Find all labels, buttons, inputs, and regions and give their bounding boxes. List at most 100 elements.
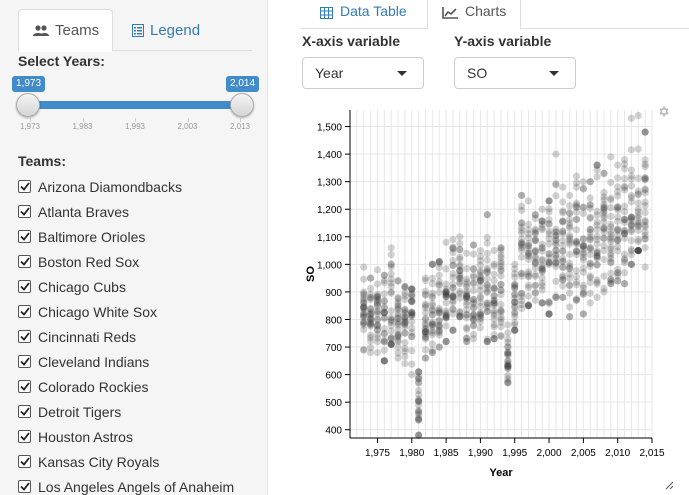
team-checkbox-item[interactable]: Chicago White Sox bbox=[18, 299, 267, 324]
y-tick-label: 700 bbox=[325, 343, 342, 354]
scatter-point bbox=[421, 304, 430, 312]
tab-legend[interactable]: Legend bbox=[118, 9, 214, 51]
scatter-point bbox=[634, 246, 642, 255]
team-checkbox-item[interactable]: Kansas City Royals bbox=[18, 449, 267, 474]
slider-tick-label: 2,003 bbox=[177, 122, 198, 131]
scatter-point bbox=[586, 194, 594, 202]
scatter-point bbox=[524, 268, 533, 276]
scatter-point bbox=[504, 362, 512, 370]
team-checkbox-item[interactable]: Houston Astros bbox=[18, 424, 267, 449]
slider-max-handle[interactable] bbox=[230, 93, 254, 117]
scatter-point bbox=[641, 217, 649, 225]
team-checkbox[interactable] bbox=[18, 355, 31, 368]
team-checkbox-item[interactable]: Cincinnati Reds bbox=[18, 324, 267, 349]
scatter-point bbox=[415, 368, 423, 376]
scatter-point bbox=[566, 250, 574, 258]
scatter-point bbox=[476, 286, 485, 294]
scatter-point bbox=[620, 229, 629, 238]
scatter-point bbox=[456, 271, 464, 279]
x-axis-select[interactable]: Year bbox=[302, 57, 424, 89]
scatter-point bbox=[373, 298, 382, 306]
team-checkbox[interactable] bbox=[18, 205, 31, 218]
team-checkbox[interactable] bbox=[18, 305, 31, 318]
scatter-point bbox=[620, 160, 629, 168]
scatter-point bbox=[401, 323, 409, 331]
tab-data-table[interactable]: Data Table bbox=[306, 0, 421, 29]
team-checkbox[interactable] bbox=[18, 330, 31, 343]
team-checkbox[interactable] bbox=[18, 455, 31, 468]
team-checkbox[interactable] bbox=[18, 280, 31, 293]
year-range-slider[interactable]: 1,973 2,014 1,973 1,983 1,993 2,003 2,013 bbox=[12, 74, 260, 134]
team-checkbox[interactable] bbox=[18, 180, 31, 193]
scatter-point bbox=[394, 343, 402, 351]
scatter-point bbox=[566, 313, 574, 321]
scatter-point bbox=[463, 280, 471, 288]
team-checkbox-item[interactable]: Detroit Tigers bbox=[18, 399, 267, 424]
team-checkbox-item[interactable]: Chicago Cubs bbox=[18, 274, 267, 299]
scatter-point bbox=[620, 250, 629, 258]
gear-icon[interactable] bbox=[657, 105, 670, 123]
scatter-point bbox=[524, 302, 533, 310]
y-tick-label: 800 bbox=[325, 315, 342, 326]
team-checkbox[interactable] bbox=[18, 230, 31, 243]
scatter-point bbox=[531, 227, 539, 235]
scatter-point bbox=[552, 231, 560, 240]
scatter-point bbox=[504, 375, 512, 383]
scatter-point bbox=[614, 188, 622, 196]
scatter-point bbox=[634, 238, 642, 246]
team-checkbox-item[interactable]: Colorado Rockies bbox=[18, 374, 267, 399]
resize-handle-icon[interactable] bbox=[665, 477, 674, 495]
scatter-point bbox=[559, 282, 567, 290]
scatter-point bbox=[497, 332, 505, 340]
team-checkbox-item[interactable]: Baltimore Orioles bbox=[18, 224, 267, 249]
scatter-point bbox=[586, 289, 594, 297]
team-checkbox-item[interactable]: Boston Red Sox bbox=[18, 249, 267, 274]
y-axis-select[interactable]: SO bbox=[454, 57, 576, 89]
team-checkbox-item[interactable]: Atlanta Braves bbox=[18, 199, 267, 224]
scatter-point bbox=[566, 281, 574, 289]
scatter-point bbox=[421, 300, 430, 308]
scatter-point bbox=[538, 299, 546, 307]
slider-track[interactable] bbox=[28, 101, 242, 109]
scatter-point bbox=[490, 335, 498, 343]
team-checkbox[interactable] bbox=[18, 480, 31, 493]
scatter-point bbox=[504, 357, 512, 365]
scatter-point bbox=[449, 249, 457, 257]
scatter-point bbox=[620, 234, 629, 242]
scatter-point bbox=[531, 254, 539, 262]
scatter-point bbox=[401, 329, 409, 337]
scatter-point bbox=[483, 299, 491, 307]
slider-min-handle[interactable] bbox=[16, 93, 40, 117]
scatter-point bbox=[524, 249, 533, 257]
team-checkbox[interactable] bbox=[18, 430, 31, 443]
scatter-point bbox=[366, 305, 375, 313]
team-checkbox[interactable] bbox=[18, 405, 31, 418]
tab-teams[interactable]: Teams bbox=[18, 9, 113, 52]
scatter-point bbox=[387, 340, 395, 348]
team-checkbox-item[interactable]: Los Angeles Angels of Anaheim bbox=[18, 474, 267, 495]
scatter-point bbox=[449, 305, 457, 313]
team-checkbox[interactable] bbox=[18, 380, 31, 393]
team-checkbox[interactable] bbox=[18, 255, 31, 268]
scatter-point bbox=[579, 264, 587, 272]
scatter-point bbox=[531, 248, 539, 256]
scatter-point bbox=[586, 204, 594, 212]
y-tick-label: 600 bbox=[325, 371, 342, 382]
scatter-point bbox=[394, 277, 402, 285]
scatter-point bbox=[442, 309, 450, 317]
scatter-point bbox=[545, 240, 553, 248]
tab-charts[interactable]: Charts bbox=[427, 0, 522, 30]
scatter-point bbox=[463, 287, 471, 295]
scatter-point bbox=[483, 307, 491, 316]
scatter-point bbox=[497, 307, 505, 315]
scatter-point bbox=[366, 318, 375, 326]
team-checkbox-item[interactable]: Arizona Diamondbacks bbox=[18, 174, 267, 199]
team-checkbox-item[interactable]: Cleveland Indians bbox=[18, 349, 267, 374]
scatter-point bbox=[641, 174, 649, 182]
scatter-point bbox=[408, 297, 416, 306]
scatter-point bbox=[627, 172, 636, 180]
scatter-point bbox=[483, 233, 491, 242]
scatter-point bbox=[531, 225, 539, 233]
scatter-point bbox=[401, 318, 409, 326]
scatter-point bbox=[490, 335, 498, 343]
